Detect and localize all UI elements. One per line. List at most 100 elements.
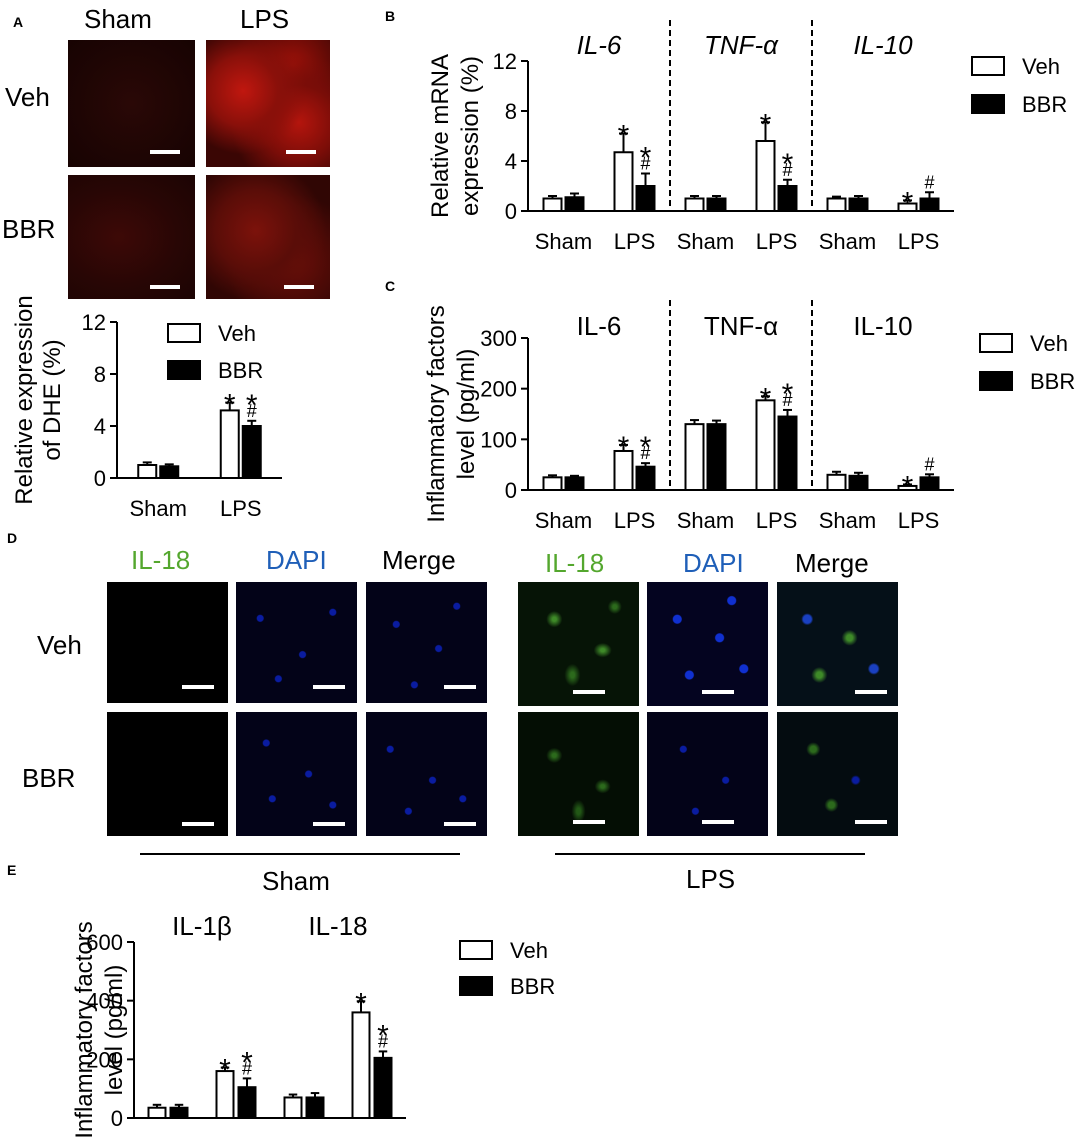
significance-hash: # [924,454,934,474]
y-tick-label: 12 [493,49,517,74]
d-row-header-veh: Veh [37,630,82,660]
bar-veh [826,473,847,492]
bar-veh [215,1070,235,1119]
y-tick-label: 200 [480,377,517,402]
panel-letter-d: D [7,530,18,546]
bar-bbr [635,185,656,212]
bar-bbr [564,196,585,212]
dhe-micrograph-sham-bbr [68,175,195,299]
d-lps-header-dapi: DAPI [683,548,744,578]
legend-label-bbr: BBR [510,974,555,999]
bar-bbr [919,476,940,491]
sham-group-bracket [140,853,460,855]
d-sham-header-il18: IL-18 [131,545,191,575]
legend-swatch-bbr [459,976,493,996]
panel-letter-c: C [385,278,396,294]
y-tick-label: 8 [94,362,106,387]
x-tick-label: LPS [614,229,656,254]
group-title: TNF-α [704,30,779,60]
bar-bbr [848,197,869,212]
significance-star: * [219,1054,231,1087]
bar-bbr [635,465,656,491]
group-title: TNF-α [704,311,778,341]
legend-swatch-veh [971,56,1005,76]
y-axis-label: Relative mRNA [427,54,454,218]
x-tick-label: Sham [535,508,592,533]
legend-swatch-veh [979,333,1013,353]
x-tick-label: LPS [351,1135,393,1138]
dapi-micrograph-lps-veh [647,582,768,706]
y-tick-label: 600 [86,930,123,955]
y-axis-label: Relative expression [11,295,38,504]
x-tick-label: LPS [898,229,940,254]
bar-veh [755,140,776,212]
legend-label-veh: Veh [1022,54,1060,79]
d-lps-header-merge: Merge [795,548,869,578]
x-tick-label: Sham [819,229,876,254]
bar-veh [219,409,240,479]
lps-group-bracket [555,853,865,855]
significance-star: * [902,186,914,219]
significance-star: * [640,142,652,175]
y-tick-label: 0 [111,1106,123,1131]
y-axis-label: expression (%) [457,56,484,216]
x-tick-label: LPS [756,508,798,533]
merge-micrograph-sham-veh [366,582,487,703]
legend-swatch-bbr [971,94,1005,114]
bar-veh [684,423,705,491]
significance-hash: # [640,443,650,463]
group-title: IL-18 [308,911,367,941]
significance-hash: # [782,390,792,410]
d-lps-header-il18: IL-18 [545,548,605,578]
x-tick-label: LPS [614,508,656,533]
bar-veh [755,399,776,491]
y-tick-label: 200 [86,1047,123,1072]
significance-hash: # [924,172,934,192]
legend-label-bbr: BBR [218,358,263,383]
significance-star: * [760,382,772,415]
x-tick-label: Sham [275,1135,332,1138]
bar-veh [684,197,705,212]
bar-veh [542,476,563,491]
y-tick-label: 0 [94,466,106,491]
d-group-label-lps: LPS [686,864,736,894]
y-tick-label: 12 [82,310,106,335]
y-tick-label: 400 [86,989,123,1014]
bar-bbr [706,423,727,491]
bar-veh [826,197,847,212]
significance-hash: # [242,1058,252,1078]
y-tick-label: 0 [505,199,517,224]
group-title: IL-6 [577,30,622,60]
dhe-micrograph-lps-veh [206,40,330,167]
bar-bbr [706,197,727,212]
bar-bbr [848,474,869,492]
bar-bbr [564,476,585,491]
x-tick-label: LPS [898,508,940,533]
significance-hash: # [640,154,650,174]
merge-micrograph-lps-veh [777,582,898,706]
bar-bbr [169,1106,189,1120]
bar-bbr [237,1086,257,1119]
a-col-header-lps: LPS [240,4,290,34]
bar-bbr [159,465,180,480]
significance-star: * [618,431,630,464]
legend-label-bbr: BBR [1022,92,1067,117]
a-row-header-bbr: BBR [2,214,56,244]
significance-star: * [355,987,367,1020]
bar-veh [542,197,563,212]
significance-star: * [760,108,772,141]
bar-bbr [777,415,798,491]
panel-letter-e: E [7,862,17,878]
y-axis-label: level (pg/ml) [453,349,480,480]
legend-swatch-bbr [979,371,1013,391]
y-axis-label: level (pg/ml) [101,965,128,1096]
x-tick-label: LPS [220,496,262,521]
dhe-micrograph-lps-bbr [206,175,330,299]
il18-micrograph-lps-bbr [518,712,639,836]
legend-swatch-bbr [167,360,201,380]
significance-star: * [782,148,794,181]
dapi-micrograph-sham-bbr [236,712,357,836]
chart-a: 0 4 8 12 Relative expression of DHE (%) Sham LP… [11,295,282,521]
y-tick-label: 100 [480,427,517,452]
